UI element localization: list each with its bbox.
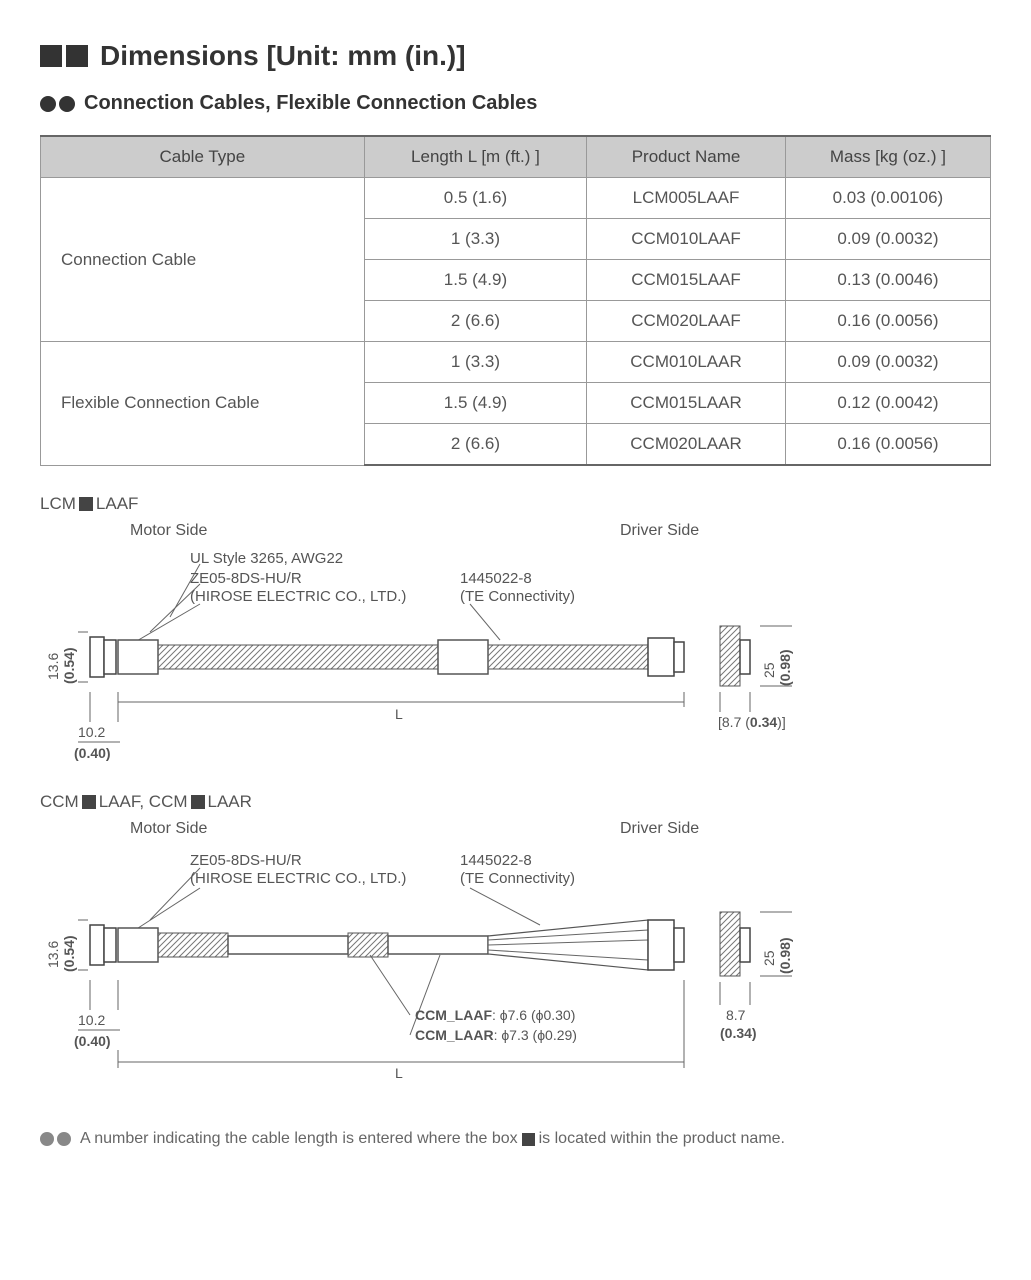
cable-table: Cable Type Length L [m (ft.) ] Product N… xyxy=(40,135,991,466)
svg-text:(0.40): (0.40) xyxy=(74,745,111,761)
cell-product: LCM005LAAF xyxy=(587,178,786,219)
section-subtitle: Connection Cables, Flexible Connection C… xyxy=(40,92,991,115)
cell-mass: 0.13 (0.0046) xyxy=(785,260,990,301)
diagram1-svg: 13.6 (0.54) 25 (0.98) 10.2 (0.40) xyxy=(40,522,960,772)
callout-1445022-b: (TE Connectivity) xyxy=(460,870,575,887)
cell-mass: 0.12 (0.0042) xyxy=(785,383,990,424)
svg-text:25: 25 xyxy=(761,950,777,966)
cell-product: CCM015LAAF xyxy=(587,260,786,301)
cell-mass: 0.16 (0.0056) xyxy=(785,424,990,466)
diagram2: Motor Side Driver Side ZE05-8DS-HU/R (HI… xyxy=(40,820,991,1110)
diagram2-label: CCM LAAF, CCM LAAR xyxy=(40,792,991,812)
th-length: Length L [m (ft.) ] xyxy=(364,136,586,178)
cell-mass: 0.03 (0.00106) xyxy=(785,178,990,219)
callout-ze05-a: ZE05-8DS-HU/R xyxy=(190,852,302,869)
cell-product: CCM010LAAF xyxy=(587,219,786,260)
table-row: Flexible Connection Cable1 (3.3)CCM010LA… xyxy=(41,342,991,383)
cell-mass: 0.09 (0.0032) xyxy=(785,219,990,260)
driver-side-label: Driver Side xyxy=(620,522,699,540)
cell-cable-type: Connection Cable xyxy=(41,178,365,342)
svg-text:[8.7 (0.34)]: [8.7 (0.34)] xyxy=(718,714,786,730)
svg-text:10.2: 10.2 xyxy=(78,1012,105,1028)
callout-ze05-b: (HIROSE ELECTRIC CO., LTD.) xyxy=(190,588,406,605)
th-cable-type: Cable Type xyxy=(41,136,365,178)
callout-1445022: 1445022-8 (TE Connectivity) xyxy=(460,570,575,606)
placeholder-square-icon xyxy=(79,497,93,511)
footnote-text-post: is located within the product name. xyxy=(539,1130,785,1148)
callout-1445022-a: 1445022-8 xyxy=(460,852,532,869)
diagram2-label-3: LAAR xyxy=(208,792,252,812)
table-row: Connection Cable0.5 (1.6)LCM005LAAF0.03 … xyxy=(41,178,991,219)
callout-ze05-a: ZE05-8DS-HU/R xyxy=(190,570,302,587)
diagram1-label-pre: LCM xyxy=(40,494,76,514)
subtitle-text: Connection Cables, Flexible Connection C… xyxy=(84,92,537,115)
cell-mass: 0.09 (0.0032) xyxy=(785,342,990,383)
cell-product: CCM020LAAF xyxy=(587,301,786,342)
diagram2-label-1: CCM xyxy=(40,792,79,812)
cell-length: 1.5 (4.9) xyxy=(364,383,586,424)
placeholder-square-icon xyxy=(82,795,96,809)
placeholder-square-icon xyxy=(522,1133,535,1146)
cell-length: 2 (6.6) xyxy=(364,424,586,466)
callout-1445022-b: (TE Connectivity) xyxy=(460,588,575,605)
svg-text:L: L xyxy=(395,1065,403,1081)
callout-ze05: ZE05-8DS-HU/R (HIROSE ELECTRIC CO., LTD.… xyxy=(190,852,406,888)
svg-text:CCM_LAAF: ϕ7.6 (ϕ0.30): CCM_LAAF: ϕ7.6 (ϕ0.30) xyxy=(415,1007,575,1023)
callout-1445022-a: 1445022-8 xyxy=(460,570,532,587)
svg-text:13.6: 13.6 xyxy=(45,653,61,680)
svg-text:8.7: 8.7 xyxy=(726,1007,746,1023)
cell-mass: 0.16 (0.0056) xyxy=(785,301,990,342)
callout-ze05-b: (HIROSE ELECTRIC CO., LTD.) xyxy=(190,870,406,887)
callout-1445022: 1445022-8 (TE Connectivity) xyxy=(460,852,575,888)
svg-text:25: 25 xyxy=(761,662,777,678)
table-header-row: Cable Type Length L [m (ft.) ] Product N… xyxy=(41,136,991,178)
diagram1: Motor Side Driver Side UL Style 3265, AW… xyxy=(40,522,991,772)
th-mass: Mass [kg (oz.) ] xyxy=(785,136,990,178)
cell-cable-type: Flexible Connection Cable xyxy=(41,342,365,466)
cell-length: 0.5 (1.6) xyxy=(364,178,586,219)
svg-text:13.6: 13.6 xyxy=(45,941,61,968)
cell-length: 1 (3.3) xyxy=(364,342,586,383)
svg-text:10.2: 10.2 xyxy=(78,724,105,740)
svg-text:(0.54): (0.54) xyxy=(61,935,77,972)
th-product: Product Name xyxy=(587,136,786,178)
svg-text:CCM_LAAR: ϕ7.3 (ϕ0.29): CCM_LAAR: ϕ7.3 (ϕ0.29) xyxy=(415,1027,577,1043)
cell-product: CCM015LAAR xyxy=(587,383,786,424)
diagram2-label-2: LAAF, CCM xyxy=(99,792,188,812)
motor-side-label: Motor Side xyxy=(130,522,207,540)
diagram1-label-post: LAAF xyxy=(96,494,139,514)
subtitle-circle-icons xyxy=(40,96,78,112)
driver-side-label: Driver Side xyxy=(620,820,699,838)
footnote-text-pre: A number indicating the cable length is … xyxy=(80,1130,518,1148)
placeholder-square-icon xyxy=(191,795,205,809)
callout-ze05: ZE05-8DS-HU/R (HIROSE ELECTRIC CO., LTD.… xyxy=(190,570,406,606)
page-title: Dimensions [Unit: mm (in.)] xyxy=(40,40,991,72)
svg-text:(0.54): (0.54) xyxy=(61,647,77,684)
svg-text:L: L xyxy=(395,706,403,722)
cell-length: 1 (3.3) xyxy=(364,219,586,260)
title-square-icons xyxy=(40,45,92,67)
cell-product: CCM010LAAR xyxy=(587,342,786,383)
svg-text:(0.40): (0.40) xyxy=(74,1033,111,1049)
motor-side-label: Motor Side xyxy=(130,820,207,838)
callout-ul-style: UL Style 3265, AWG22 xyxy=(190,550,343,568)
cell-length: 2 (6.6) xyxy=(364,301,586,342)
svg-text:(0.98): (0.98) xyxy=(777,649,793,686)
svg-text:(0.34): (0.34) xyxy=(720,1025,757,1041)
cell-product: CCM020LAAR xyxy=(587,424,786,466)
footnote: A number indicating the cable length is … xyxy=(40,1130,991,1148)
cell-length: 1.5 (4.9) xyxy=(364,260,586,301)
title-text: Dimensions [Unit: mm (in.)] xyxy=(100,40,466,72)
svg-text:(0.98): (0.98) xyxy=(777,937,793,974)
footnote-circle-icons xyxy=(40,1132,74,1146)
diagram1-label: LCM LAAF xyxy=(40,494,991,514)
